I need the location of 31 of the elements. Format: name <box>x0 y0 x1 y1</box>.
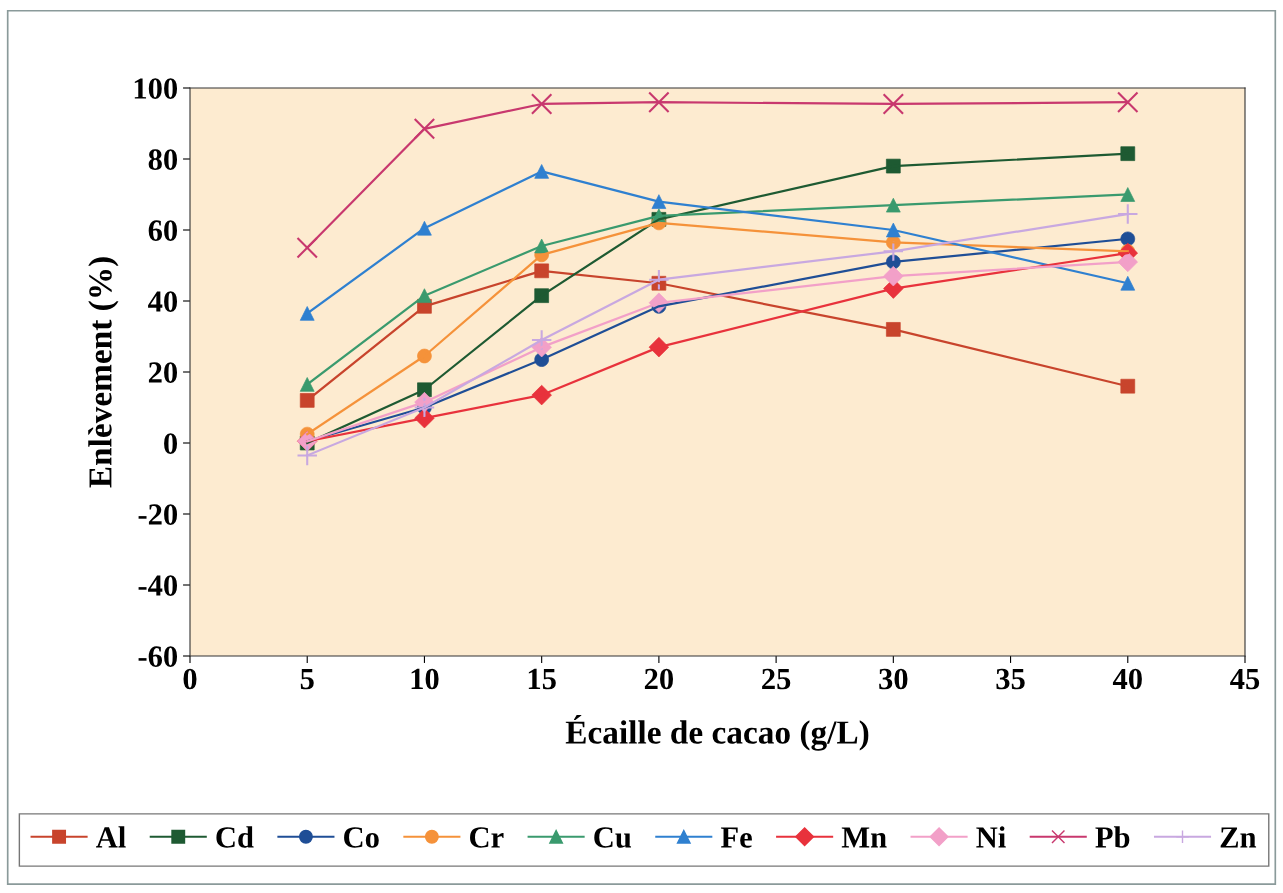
legend-label: Co <box>344 827 379 848</box>
legend-label: Cd <box>216 826 254 848</box>
y-tick-label: -20 <box>138 504 178 525</box>
x-tick-label: 45 <box>1230 668 1260 690</box>
x-axis-title: Écaille de cacao (g/L) <box>565 714 869 751</box>
y-tick-label: -60 <box>138 646 178 667</box>
x-tick-label: 5 <box>300 669 314 690</box>
x-tick-label: 0 <box>183 668 197 690</box>
x-tick-label: 40 <box>1112 668 1142 690</box>
y-tick-label: 0 <box>164 433 178 454</box>
y-axis-title: Enlèvement (%) <box>88 257 119 488</box>
y-tick-label: 80 <box>148 149 178 170</box>
legend-label: Cr <box>470 827 504 848</box>
x-tick-label: 10 <box>411 668 439 690</box>
legend-label: Cu <box>594 827 632 848</box>
y-tick-label: 60 <box>148 220 178 241</box>
x-tick-label: 15 <box>528 668 556 690</box>
x-tick-label: 30 <box>879 668 908 690</box>
legend-label: Ni <box>976 826 1006 848</box>
x-tick-label: 25 <box>762 668 791 690</box>
y-tick-label: 40 <box>148 291 178 312</box>
x-tick-label: 20 <box>644 668 673 690</box>
y-tick-label: 20 <box>148 362 178 383</box>
x-tick-label: 35 <box>996 668 1025 690</box>
legend-label: Pb <box>1095 826 1130 848</box>
legend-label: Fe <box>720 827 752 848</box>
legend-label: Mn <box>841 827 887 848</box>
y-tick-label: -40 <box>138 575 178 596</box>
legend-label: Al <box>96 826 126 848</box>
y-tick-label: 100 <box>134 78 178 99</box>
legend-label: Zn <box>1220 827 1257 848</box>
